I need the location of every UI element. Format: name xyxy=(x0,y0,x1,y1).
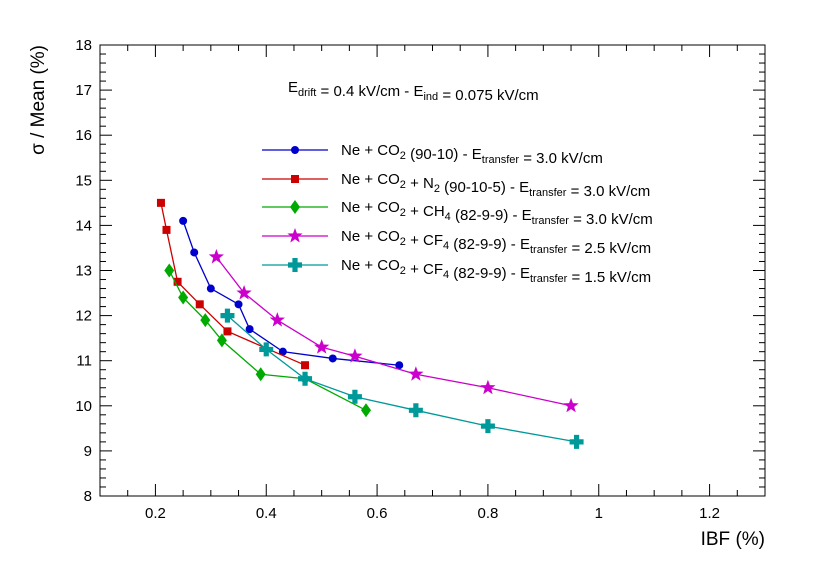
y-tick-label: 8 xyxy=(84,488,92,505)
axis-ticks xyxy=(99,44,766,497)
x-axis-title: IBF (%) xyxy=(701,529,765,550)
legend-label: Ne + CO2 + N2 (90-10-5) - Etransfer = 3.… xyxy=(341,171,650,200)
data-point xyxy=(164,263,175,278)
legend-entry-4: Ne + CO2 + CF4 (82-9-9) - Etransfer = 2.… xyxy=(262,228,651,257)
legend-entry-2: Ne + CO2 + N2 (90-10-5) - Etransfer = 3.… xyxy=(262,171,650,200)
y-tick-label: 12 xyxy=(75,308,92,325)
data-point xyxy=(190,248,199,257)
legend-label: Ne + CO2 (90-10) - Etransfer = 3.0 kV/cm xyxy=(341,142,603,167)
data-point xyxy=(408,366,424,381)
data-point xyxy=(269,312,285,327)
y-tick-label: 11 xyxy=(76,353,92,370)
data-point xyxy=(208,248,224,264)
legend-entry-5: Ne + CO2 + CF4 (82-9-9) - Etransfer = 1.… xyxy=(262,257,651,286)
data-point xyxy=(220,308,235,323)
data-point xyxy=(223,327,232,336)
legend-marker xyxy=(290,200,300,214)
y-axis-title: σ / Mean (%) xyxy=(28,45,49,155)
data-point xyxy=(200,313,211,328)
data-point xyxy=(195,300,204,309)
data-point xyxy=(162,225,171,234)
legend-marker xyxy=(287,228,303,243)
data-point xyxy=(179,216,188,225)
data-point xyxy=(206,284,215,293)
y-tick-label: 16 xyxy=(75,127,92,144)
x-tick-label: 0.6 xyxy=(367,505,388,522)
data-point xyxy=(216,333,227,348)
y-tick-label: 14 xyxy=(75,217,92,234)
data-point xyxy=(480,419,495,434)
data-point xyxy=(563,397,579,413)
legend-entry-1: Ne + CO2 (90-10) - Etransfer = 3.0 kV/cm xyxy=(262,142,603,167)
series-2 xyxy=(156,198,310,370)
data-point xyxy=(178,290,189,305)
x-tick-label: 0.4 xyxy=(256,505,277,522)
series-5 xyxy=(220,308,584,449)
series-1 xyxy=(179,216,404,370)
data-series xyxy=(156,198,584,449)
data-point xyxy=(395,361,404,370)
data-point xyxy=(278,347,287,356)
data-point xyxy=(156,198,165,207)
field-annotation: Edrift = 0.4 kV/cm - Eind = 0.075 kV/cm xyxy=(288,79,539,104)
data-point xyxy=(236,285,252,300)
data-point xyxy=(569,434,584,449)
x-tick-label: 0.2 xyxy=(145,505,166,522)
y-tick-label: 15 xyxy=(75,172,92,189)
series-4 xyxy=(208,248,579,413)
legend-marker xyxy=(291,146,299,154)
y-tick-label: 10 xyxy=(75,398,92,415)
data-point xyxy=(234,300,243,309)
x-tick-label: 0.8 xyxy=(477,505,498,522)
tick-labels: 0.2 0.4 0.6 0.8 1 1.2 8 9 10 11 12 13 14 15 16 17 18 xyxy=(75,37,720,522)
data-point xyxy=(245,325,254,334)
y-tick-label: 17 xyxy=(75,82,92,99)
data-point xyxy=(259,342,274,357)
data-point xyxy=(347,389,362,404)
data-point xyxy=(408,403,423,418)
data-point xyxy=(480,379,496,395)
legend-marker xyxy=(288,258,302,272)
series-line xyxy=(215,256,572,407)
y-tick-label: 18 xyxy=(75,37,92,54)
series-line xyxy=(182,220,400,366)
data-point xyxy=(328,354,337,363)
legend-label: Ne + CO2 + CH4 (82-9-9) - Etransfer = 3.… xyxy=(341,199,653,228)
data-point xyxy=(298,371,313,386)
data-point xyxy=(314,339,330,354)
x-tick-label: 1 xyxy=(595,505,603,522)
annotation-text: Edrift = 0.4 kV/cm - Eind = 0.075 kV/cm xyxy=(288,79,539,104)
data-point xyxy=(301,361,310,370)
data-point xyxy=(173,277,182,286)
series-line xyxy=(160,202,306,366)
legend: Ne + CO2 (90-10) - Etransfer = 3.0 kV/cm… xyxy=(262,142,653,286)
legend-marker xyxy=(291,175,299,183)
y-tick-label: 9 xyxy=(84,443,92,460)
legend-entry-3: Ne + CO2 + CH4 (82-9-9) - Etransfer = 3.… xyxy=(262,199,653,228)
y-tick-label: 13 xyxy=(75,263,92,280)
legend-label: Ne + CO2 + CF4 (82-9-9) - Etransfer = 2.… xyxy=(341,228,651,257)
data-point xyxy=(361,403,371,418)
x-tick-label: 1.2 xyxy=(699,505,720,522)
data-point xyxy=(255,367,266,382)
data-point xyxy=(347,348,363,363)
legend-label: Ne + CO2 + CF4 (82-9-9) - Etransfer = 1.… xyxy=(341,257,651,286)
